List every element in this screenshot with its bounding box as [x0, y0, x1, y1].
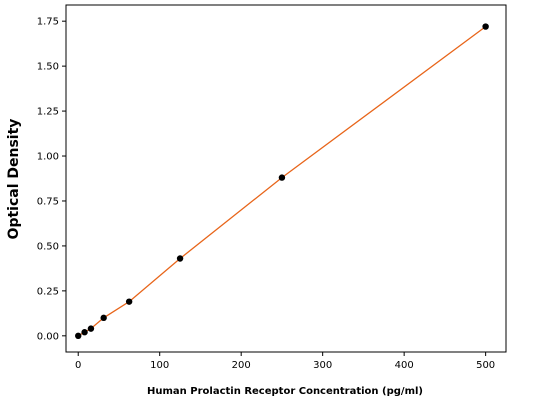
- x-tick-label: 200: [232, 360, 251, 371]
- plot-area: 0 100 200 300 400 500 0.00 0.25 0.50 0.75 1.00 1.25…: [37, 4, 507, 371]
- y-tick-label: 1.25: [37, 107, 59, 118]
- x-tick-label: 500: [476, 360, 495, 371]
- y-tick-label: 1.00: [37, 152, 59, 163]
- x-tick-label: 300: [313, 360, 332, 371]
- y-tick-label: 0.50: [37, 241, 59, 252]
- fit-curve: [77, 26, 486, 337]
- data-point: [176, 255, 184, 262]
- y-tick-label: 0.00: [37, 331, 59, 342]
- data-point: [87, 325, 95, 332]
- y-tick-label: 1.75: [37, 17, 59, 28]
- data-point: [125, 298, 133, 305]
- x-axis-title: Human Prolactin Receptor Concentration (…: [147, 386, 423, 397]
- y-tick-label: 0.75: [37, 196, 59, 207]
- data-point: [81, 329, 88, 336]
- data-point: [482, 23, 489, 30]
- x-tick-label: 400: [395, 360, 414, 371]
- x-tick-label: 0: [75, 360, 81, 371]
- y-axis-title: Optical Density: [6, 119, 22, 240]
- y-tick-label: 0.25: [37, 286, 59, 297]
- y-tick-label: 1.50: [37, 62, 59, 73]
- plot-frame: [65, 4, 507, 353]
- data-point: [75, 332, 82, 340]
- x-tick-label: 100: [150, 360, 169, 371]
- data-point: [278, 174, 286, 181]
- data-point: [100, 314, 107, 322]
